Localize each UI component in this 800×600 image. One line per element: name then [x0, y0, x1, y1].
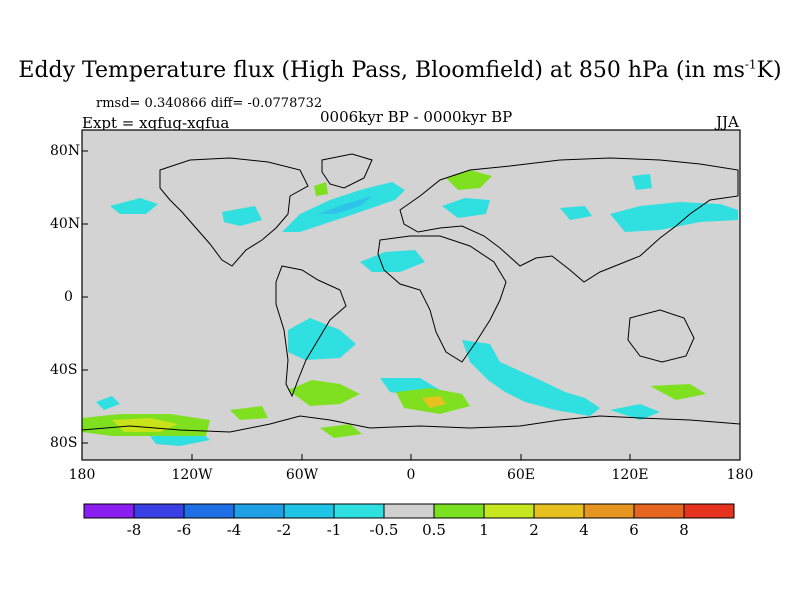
- colorbar-label: 6: [629, 521, 639, 539]
- y-tick-label: 40S: [50, 362, 78, 378]
- x-tick-label: 60W: [285, 467, 319, 483]
- colorbar-swatch: [183, 503, 235, 519]
- colorbar-swatch: [683, 503, 735, 519]
- colorbar-label: -1: [326, 521, 342, 539]
- colorbar-swatch: [533, 503, 585, 519]
- colorbar-label: -0.5: [369, 521, 399, 539]
- y-tick-label: 80N: [50, 143, 81, 159]
- colorbar-label: 0.5: [422, 521, 446, 539]
- patch-siberia: [560, 206, 592, 220]
- patch-antarctic-indian: [610, 404, 660, 420]
- colorbar-swatch: [233, 503, 285, 519]
- period-label: 0006kyr BP - 0000kyr BP: [320, 108, 513, 126]
- title-suffix: K): [756, 58, 782, 83]
- patch-south-indian: [650, 384, 706, 400]
- colorbar-label: 2: [529, 521, 539, 539]
- colorbar-swatch: [583, 503, 635, 519]
- patch-north-america: [222, 206, 262, 226]
- patch-alaska: [110, 198, 158, 214]
- patch-weddell: [230, 406, 268, 420]
- x-tick-label: 120W: [171, 467, 213, 483]
- coast-africa: [377, 235, 507, 363]
- colorbar-label: -8: [126, 521, 142, 539]
- colorbar-swatch: [283, 503, 335, 519]
- experiment-label: Expt = xqfug-xqfua: [82, 114, 230, 132]
- colorbar-swatch: [83, 503, 135, 519]
- x-tick-label: 180: [68, 467, 96, 483]
- coast-eurasia: [399, 157, 739, 283]
- patch-south-atlantic: [462, 340, 600, 416]
- coast-greenland: [321, 153, 373, 189]
- colorbar-label: 4: [579, 521, 589, 539]
- patch-east-asia: [610, 202, 738, 232]
- patch-north-africa: [360, 250, 425, 272]
- colorbar-label: -6: [176, 521, 192, 539]
- patch-north-atlantic-core: [318, 196, 372, 214]
- coast-north-america: [159, 157, 309, 267]
- colorbar-swatch: [433, 503, 485, 519]
- colorbar-swatch: [333, 503, 385, 519]
- colorbar-label: 1: [479, 521, 489, 539]
- coast-south-america: [275, 265, 347, 398]
- colorbar-swatch: [633, 503, 685, 519]
- patch-south-america: [288, 318, 356, 360]
- patch-patagonia: [288, 380, 360, 406]
- x-tick-label: 60E: [506, 467, 536, 483]
- colorbar-swatch: [383, 503, 435, 519]
- x-tick-label: 0: [406, 467, 416, 483]
- patch-antarctic-atlantic: [320, 424, 362, 438]
- colorbar-label: 8: [679, 521, 689, 539]
- plot-title: Eddy Temperature flux (High Pass, Bloomf…: [0, 58, 800, 83]
- coast-antarctica: [81, 415, 741, 433]
- stats-label: rmsd= 0.340866 diff= -0.0778732: [96, 96, 323, 111]
- season-label: JJA: [716, 113, 739, 131]
- colorbar-label: -4: [226, 521, 242, 539]
- anomaly-patches: [82, 170, 738, 446]
- patch-scandinavia: [446, 170, 492, 190]
- coastlines: [81, 153, 741, 433]
- patch-greenland: [314, 182, 328, 196]
- patch-arctic-pacific: [632, 174, 652, 190]
- y-tick-label: 0: [64, 289, 73, 305]
- patch-south-pacific: [96, 396, 120, 410]
- colorbar-swatch: [133, 503, 185, 519]
- colorbar-swatch: [483, 503, 535, 519]
- x-tick-label: 120E: [611, 467, 649, 483]
- patch-europe: [442, 198, 490, 218]
- title-superscript: -1: [744, 57, 757, 72]
- coast-australia: [627, 309, 695, 363]
- colorbar: [83, 503, 735, 519]
- colorbar-label: -2: [276, 521, 292, 539]
- y-tick-label: 40N: [50, 216, 81, 232]
- patch-peak: [422, 396, 446, 408]
- y-tick-label: 80S: [50, 435, 78, 451]
- x-tick-label: 180: [726, 467, 754, 483]
- map-ticks: [82, 150, 631, 460]
- title-main: Eddy Temperature flux (High Pass, Bloomf…: [18, 58, 745, 83]
